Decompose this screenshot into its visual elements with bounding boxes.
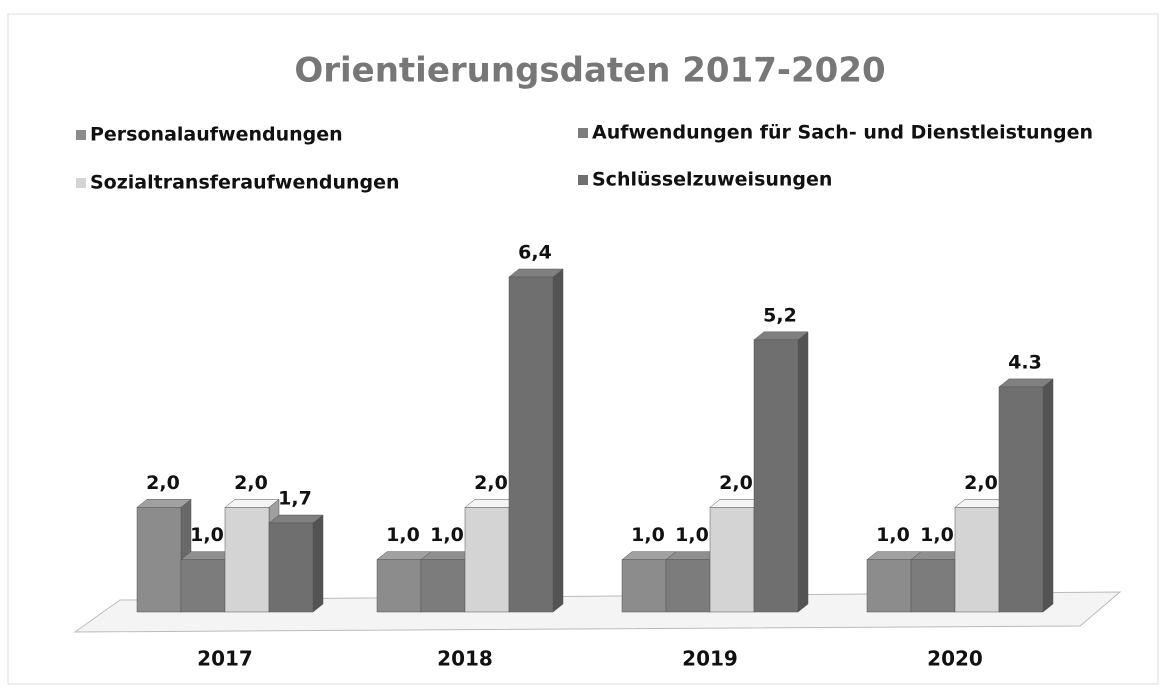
x-tick-label: 2018 (437, 647, 493, 671)
value-label: 6,4 (518, 242, 552, 264)
value-label: 1,0 (631, 524, 665, 546)
bar (224, 507, 270, 613)
bar (180, 559, 226, 613)
bar-top (136, 499, 192, 508)
bar (998, 386, 1044, 613)
bar-top (508, 268, 564, 278)
legend-swatch (578, 128, 588, 138)
bar-top (753, 331, 809, 341)
value-label: 1,7 (278, 488, 312, 510)
bar (665, 559, 711, 613)
bar-side (797, 331, 809, 613)
legend-swatch (578, 175, 588, 185)
value-label: 1,0 (430, 524, 464, 546)
value-label: 1,0 (190, 524, 224, 546)
bar-top (224, 499, 280, 508)
value-label: 1,0 (386, 524, 420, 546)
legend-swatch (76, 178, 86, 188)
value-label: 2,0 (719, 472, 753, 494)
bar-side (1042, 378, 1054, 613)
value-label: 2,0 (146, 472, 180, 494)
bar-top (268, 514, 324, 524)
value-label: 2,0 (474, 472, 508, 494)
bar-top (998, 378, 1054, 388)
value-label: 4.3 (1008, 351, 1042, 373)
legend-label: Schlüsselzuweisungen (592, 169, 832, 191)
bar (376, 559, 422, 613)
value-label: 2,0 (964, 472, 998, 494)
value-label: 1,0 (675, 524, 709, 546)
bar (508, 276, 554, 613)
floor (73, 591, 1122, 633)
bar (268, 522, 314, 613)
bar (910, 559, 956, 613)
bar (621, 559, 667, 613)
value-label: 1,0 (876, 524, 910, 546)
legend-label: Personalaufwendungen (90, 124, 343, 146)
value-label: 2,0 (234, 472, 268, 494)
bar (136, 507, 182, 613)
chart-title: Orientierungsdaten 2017-2020 (294, 51, 885, 91)
x-tick-label: 2019 (682, 647, 738, 671)
bar (753, 339, 799, 613)
x-tick-label: 2020 (927, 647, 983, 671)
bar-side (312, 514, 324, 613)
bar (709, 507, 755, 613)
bar (464, 507, 510, 613)
x-tick-label: 2017 (197, 647, 253, 671)
bar-side (552, 268, 564, 613)
bar (866, 559, 912, 613)
legend-swatch (76, 130, 86, 140)
legend-label: Sozialtransferaufwendungen (90, 172, 400, 194)
bar (954, 507, 1000, 613)
value-label: 1,0 (920, 524, 954, 546)
bar (420, 559, 466, 613)
value-label: 5,2 (763, 304, 797, 326)
legend-label: Aufwendungen für Sach- und Dienstleistun… (592, 122, 1093, 144)
